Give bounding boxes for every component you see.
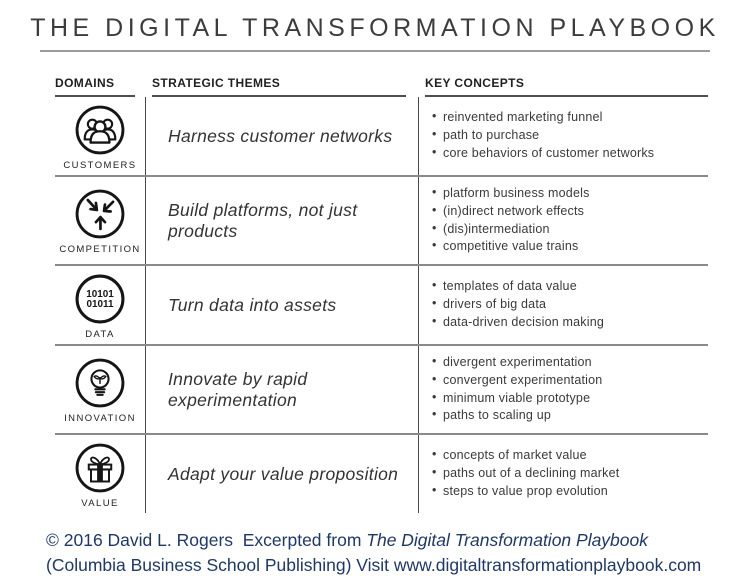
key-concept-item: (in)direct network effects xyxy=(432,202,704,221)
strategic-theme-text: Build platforms, not just products xyxy=(168,199,358,241)
key-concepts-list: divergent experimentationconvergent expe… xyxy=(432,353,704,425)
column-header-themes: STRATEGIC THEMES xyxy=(152,76,406,97)
table-row: VALUE Adapt your value proposition conce… xyxy=(55,433,708,513)
table-rows: CUSTOMERS Harness customer networks rein… xyxy=(55,97,708,513)
domain-label: INNOVATION xyxy=(64,413,136,424)
domain-cell: INNOVATION xyxy=(55,346,145,433)
domain-label: CUSTOMERS xyxy=(63,159,137,171)
footer: © 2016 David L. Rogers Excerpted from Th… xyxy=(46,528,704,578)
data-icon: 10101 01011 xyxy=(73,272,127,326)
key-concept-item: path to purchase xyxy=(432,126,704,145)
theme-cell: Innovate by rapid experimentation xyxy=(145,346,418,433)
concepts-cell: concepts of market valuepaths out of a d… xyxy=(418,435,708,513)
domain-cell: 10101 01011 DATA xyxy=(55,266,145,344)
key-concept-item: templates of data value xyxy=(432,277,704,296)
key-concept-item: concepts of market value xyxy=(432,446,704,465)
key-concept-item: divergent experimentation xyxy=(432,353,704,372)
competition-icon xyxy=(73,187,127,241)
strategic-theme-text: Turn data into assets xyxy=(168,294,337,315)
footer-line-1: © 2016 David L. Rogers Excerpted from Th… xyxy=(46,528,704,553)
strategic-theme-text: Harness customer networks xyxy=(168,125,393,146)
column-header-concepts: KEY CONCEPTS xyxy=(425,76,708,97)
column-header-domains: DOMAINS xyxy=(55,76,135,97)
strategic-theme-text: Innovate by rapid experimentation xyxy=(168,368,308,410)
strategic-theme-text: Adapt your value proposition xyxy=(168,463,399,484)
theme-cell: Harness customer networks xyxy=(145,97,418,175)
domain-cell: CUSTOMERS xyxy=(55,97,145,175)
domain-label: COMPETITION xyxy=(59,244,141,255)
concepts-cell: reinvented marketing funnelpath to purch… xyxy=(418,97,708,175)
title-divider xyxy=(40,50,710,52)
innovation-icon xyxy=(73,356,127,410)
domain-cell: VALUE xyxy=(55,435,145,513)
key-concept-item: paths to scaling up xyxy=(432,406,704,425)
footer-copyright-text: © 2016 David L. Rogers Excerpted from xyxy=(46,530,367,550)
key-concepts-list: reinvented marketing funnelpath to purch… xyxy=(432,108,704,163)
value-icon xyxy=(73,441,127,495)
key-concept-item: steps to value prop evolution xyxy=(432,482,704,501)
key-concept-item: competitive value trains xyxy=(432,237,704,256)
theme-cell: Turn data into assets xyxy=(145,266,418,344)
domain-label: VALUE xyxy=(81,497,119,509)
svg-text:01011: 01011 xyxy=(87,299,114,310)
concepts-cell: templates of data valuedrivers of big da… xyxy=(418,266,708,344)
playbook-table: DOMAINS STRATEGIC THEMES KEY CONCEPTS CU… xyxy=(55,76,708,513)
page-title: THE DIGITAL TRANSFORMATION PLAYBOOK xyxy=(30,14,720,42)
key-concept-item: reinvented marketing funnel xyxy=(432,108,704,127)
key-concept-item: convergent experimentation xyxy=(432,371,704,390)
key-concept-item: paths out of a declining market xyxy=(432,464,704,483)
customers-icon xyxy=(73,103,127,157)
table-row: CUSTOMERS Harness customer networks rein… xyxy=(55,97,708,175)
table-row: COMPETITION Build platforms, not just pr… xyxy=(55,175,708,264)
key-concept-item: drivers of big data xyxy=(432,295,704,314)
key-concept-item: data-driven decision making xyxy=(432,313,704,332)
theme-cell: Adapt your value proposition xyxy=(145,435,418,513)
key-concepts-list: templates of data valuedrivers of big da… xyxy=(432,277,704,332)
table-header-row: DOMAINS STRATEGIC THEMES KEY CONCEPTS xyxy=(55,76,708,97)
key-concepts-list: platform business models(in)direct netwo… xyxy=(432,184,704,256)
concepts-cell: platform business models(in)direct netwo… xyxy=(418,177,708,264)
key-concept-item: (dis)intermediation xyxy=(432,220,704,239)
key-concept-item: platform business models xyxy=(432,184,704,203)
theme-cell: Build platforms, not just products xyxy=(145,177,418,264)
domain-cell: COMPETITION xyxy=(55,177,145,264)
domain-label: DATA xyxy=(85,328,115,340)
table-row: INNOVATION Innovate by rapid experimenta… xyxy=(55,344,708,433)
key-concepts-list: concepts of market valuepaths out of a d… xyxy=(432,446,704,501)
key-concept-item: core behaviors of customer networks xyxy=(432,144,704,163)
footer-line-2: (Columbia Business School Publishing) Vi… xyxy=(46,555,702,576)
footer-book-title: The Digital Transformation Playbook xyxy=(366,530,649,550)
svg-text:10101: 10101 xyxy=(86,289,114,300)
concepts-cell: divergent experimentationconvergent expe… xyxy=(418,346,708,433)
key-concept-item: minimum viable prototype xyxy=(432,389,704,408)
